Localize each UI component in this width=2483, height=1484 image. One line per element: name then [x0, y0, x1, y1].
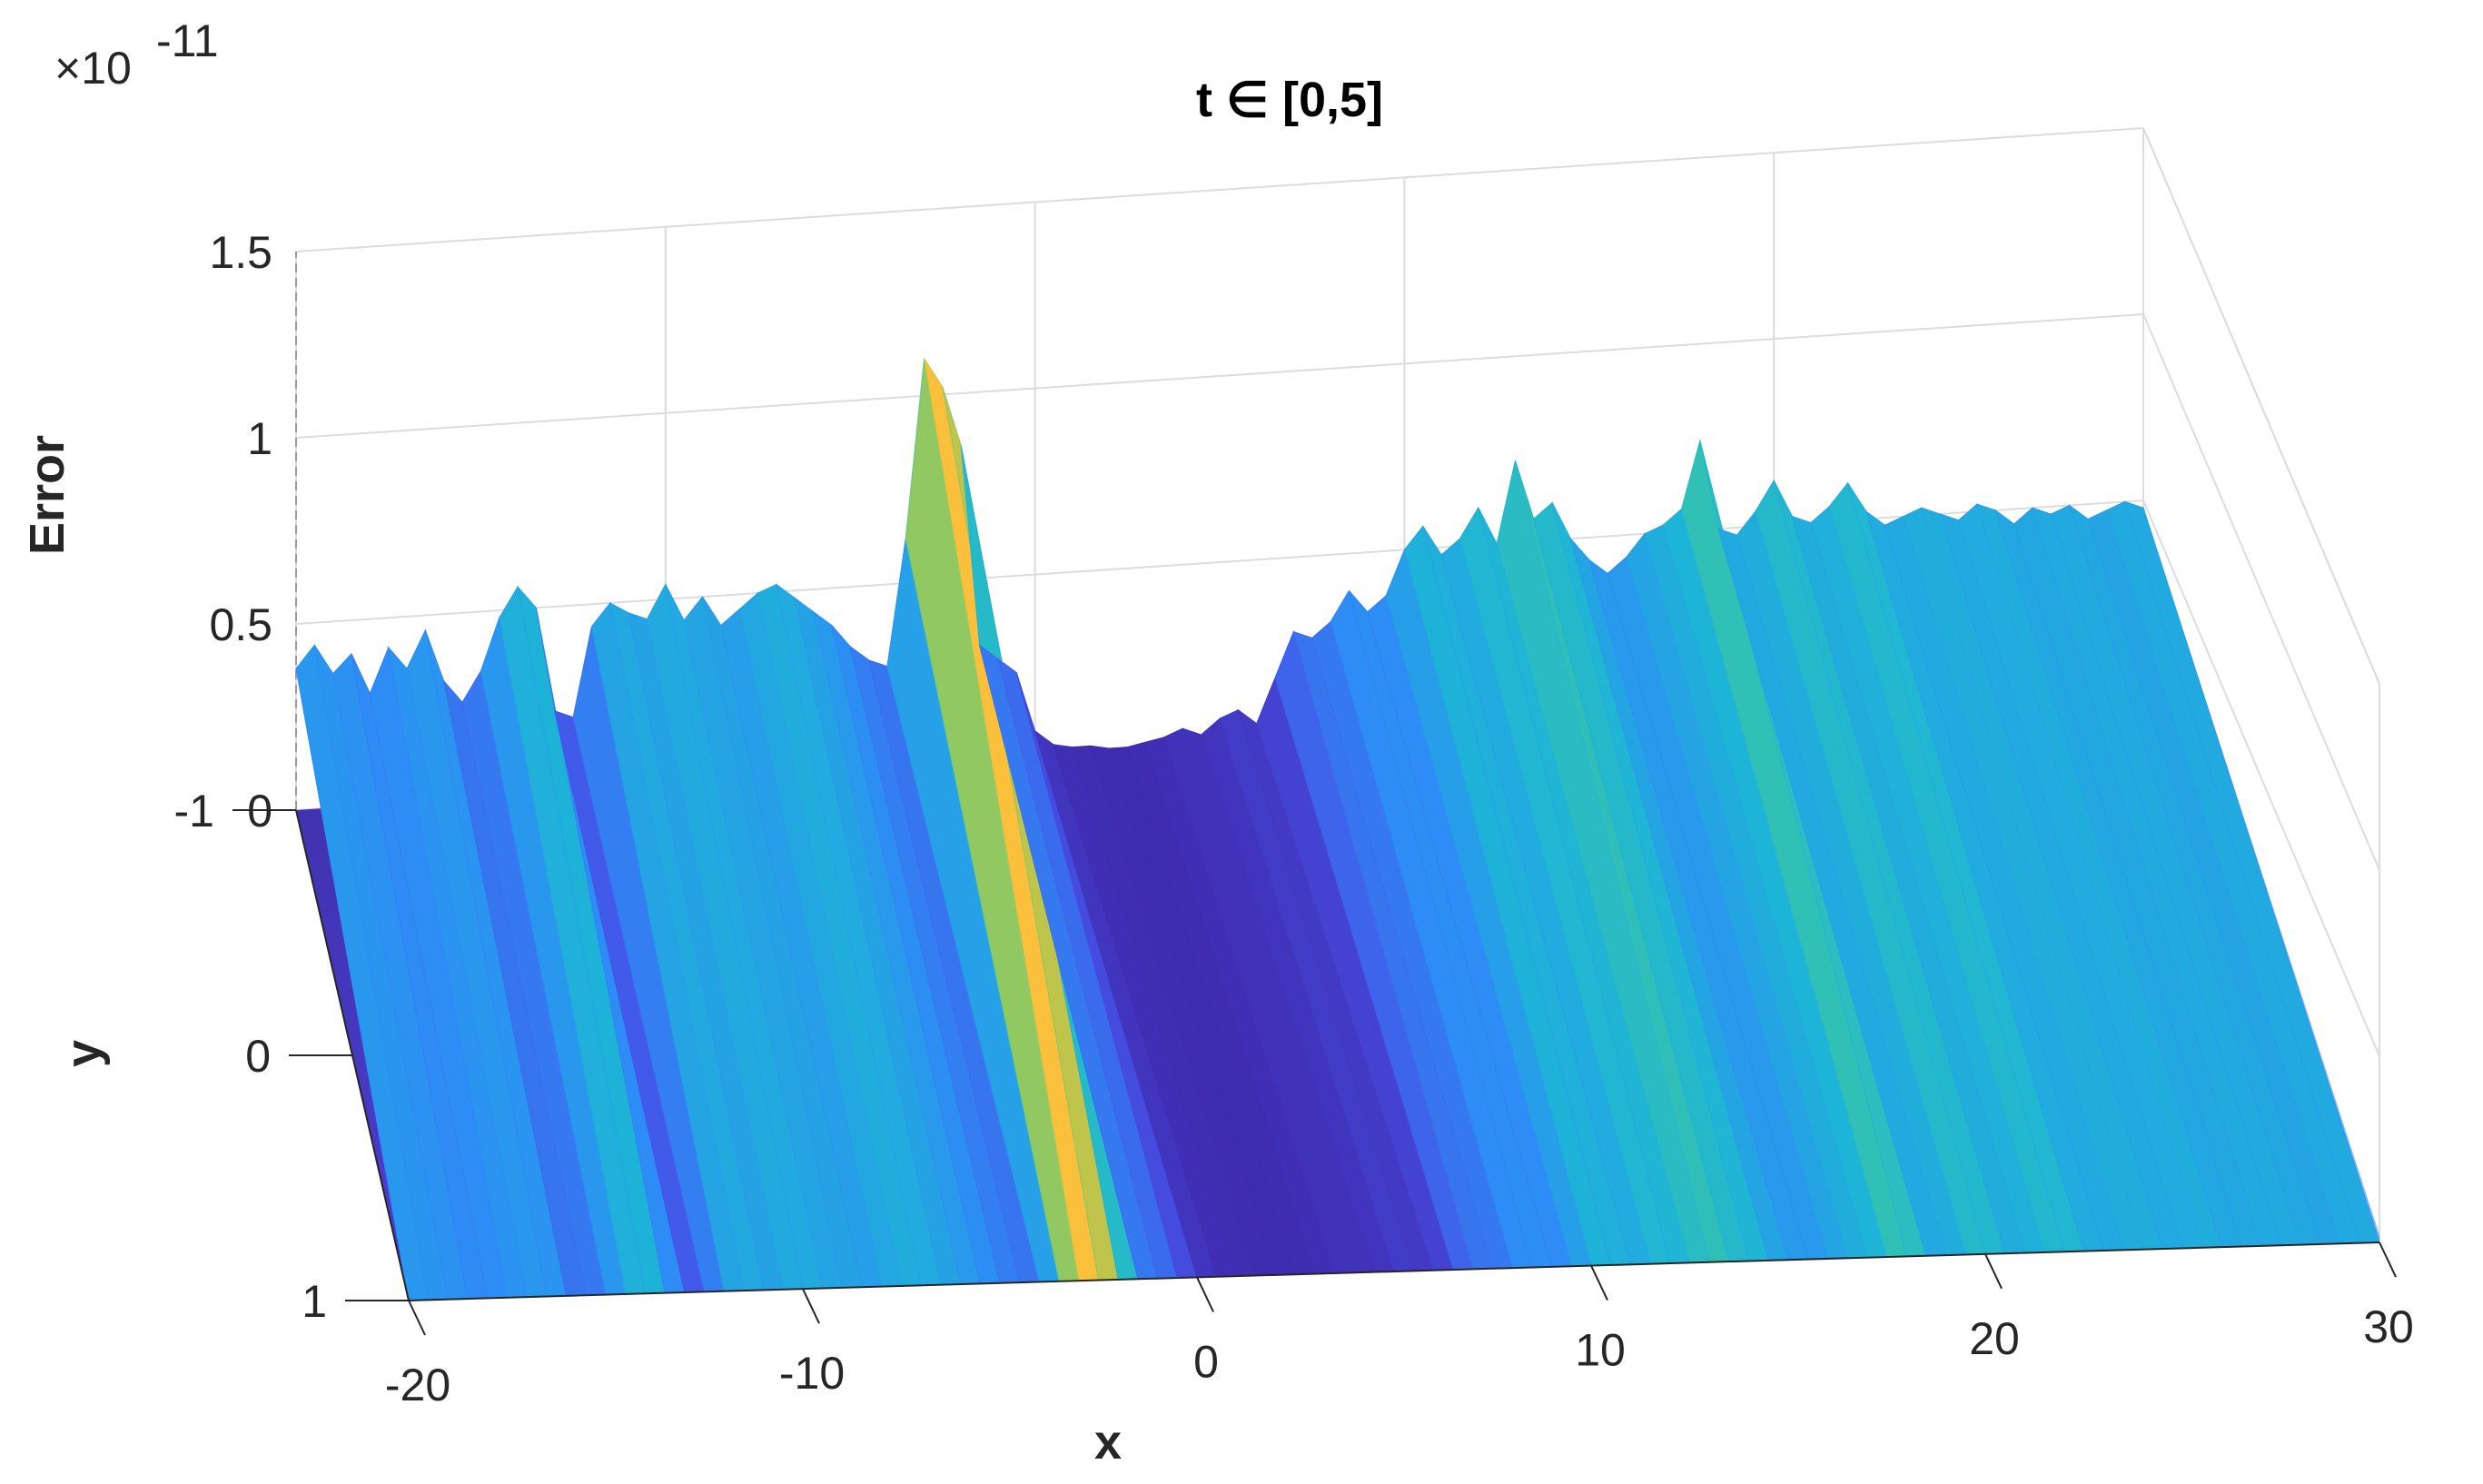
chart-title: t ∈ [0,5]	[1196, 73, 1383, 127]
z-tick-label: 0.5	[209, 599, 272, 650]
x-tick-mark	[2379, 1242, 2397, 1278]
grid-line-z-back-2	[295, 313, 2144, 439]
x-axis-label: x	[1094, 1415, 1122, 1469]
x-tick-label: 30	[2363, 1301, 2414, 1352]
error-surface	[295, 358, 2380, 1301]
grid-line-z-side-2	[2142, 313, 2380, 871]
x-tick-label: 10	[1575, 1325, 1626, 1376]
y-tick-label: 1	[302, 1276, 327, 1327]
y-tick-label: 0	[245, 1031, 271, 1082]
z-tick-label: 1	[247, 413, 272, 464]
x-tick-mark	[1196, 1276, 1214, 1312]
x-tick-mark	[1590, 1265, 1608, 1301]
z-axis-label: Error	[20, 435, 74, 555]
x-axis-line	[408, 1242, 2380, 1301]
y-axis-line	[295, 809, 410, 1301]
x-tick-label: -20	[385, 1360, 450, 1410]
z-exponent-label: ×10 -11	[54, 15, 219, 94]
z-multiplier: ×10	[54, 43, 132, 94]
x-tick-label: 0	[1193, 1336, 1219, 1387]
box-edge-right	[2142, 127, 2380, 1242]
grid-line-z-back-3	[295, 127, 2144, 252]
x-tick-mark	[1984, 1253, 2003, 1290]
surface-ridge-face	[2143, 508, 2379, 1242]
grid-line-z-side-1	[2142, 500, 2380, 1057]
z-tick-label: 1.5	[209, 227, 272, 278]
z-tick-label: 0	[247, 786, 272, 836]
x-tick-mark	[408, 1300, 426, 1336]
y-tick-label: -1	[174, 786, 214, 836]
y-axis-label: y	[56, 1040, 111, 1067]
x-tick-label: 20	[1969, 1313, 2020, 1364]
x-tick-mark	[802, 1288, 820, 1324]
x-tick-label: -10	[779, 1348, 845, 1399]
z-exponent: -11	[156, 15, 219, 66]
